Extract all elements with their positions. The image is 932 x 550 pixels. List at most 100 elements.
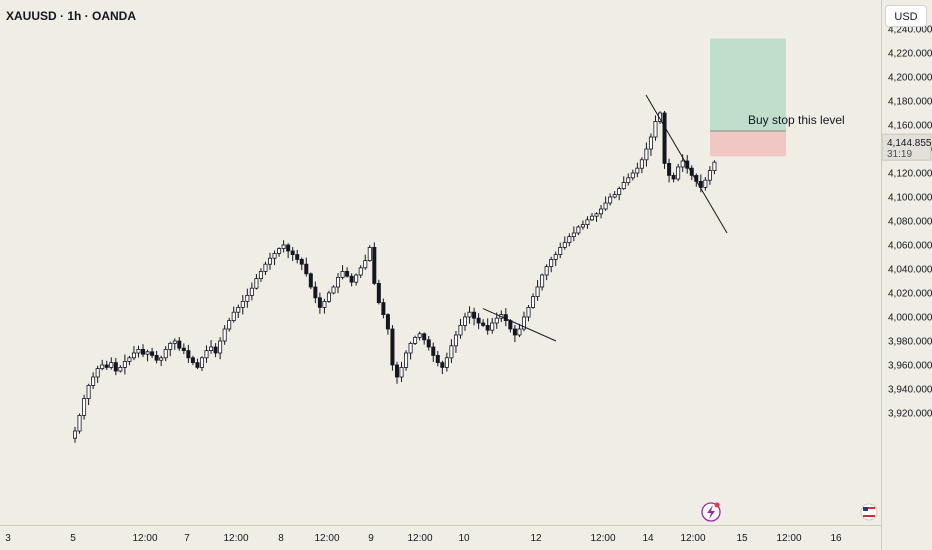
candle — [145, 349, 150, 362]
candle — [345, 267, 350, 278]
candle — [399, 361, 404, 383]
time-tick-label: 5 — [70, 533, 76, 544]
candle — [608, 193, 613, 206]
candle — [376, 279, 381, 305]
candle — [349, 273, 354, 287]
price-axis-divider — [881, 0, 882, 550]
candle — [73, 426, 78, 443]
stop-loss-zone[interactable] — [710, 131, 786, 157]
symbol-title[interactable]: XAUUSD · 1h · OANDA — [6, 9, 137, 23]
candle — [558, 242, 563, 259]
currency-button[interactable]: USD — [885, 5, 927, 27]
candle — [249, 282, 254, 301]
candle — [326, 290, 331, 303]
candle — [113, 358, 118, 376]
candle-series — [73, 110, 717, 443]
candle — [340, 265, 345, 280]
candle — [589, 213, 594, 222]
time-tick-label: 12:00 — [776, 533, 801, 544]
trendline-major[interactable] — [645, 94, 728, 234]
candle — [703, 176, 708, 191]
candle — [209, 340, 214, 354]
candle — [109, 357, 114, 370]
candle — [199, 356, 204, 372]
candle — [481, 319, 486, 328]
candle — [444, 352, 449, 372]
candle — [272, 250, 277, 266]
candle — [503, 308, 508, 327]
candle — [82, 394, 87, 420]
candle — [154, 350, 159, 364]
candle — [372, 242, 377, 286]
candle — [322, 298, 327, 314]
time-tick-label: 12:00 — [314, 533, 339, 544]
candle — [603, 196, 608, 211]
candle — [118, 365, 123, 373]
candle — [422, 332, 427, 345]
price-tick-label: 4,020.000 — [888, 289, 932, 300]
candle — [707, 166, 712, 185]
candle — [449, 339, 454, 364]
candle — [435, 351, 440, 367]
candle — [463, 312, 468, 331]
price-tick-label: 4,040.000 — [888, 265, 932, 276]
candle — [472, 307, 477, 326]
candle — [150, 347, 155, 358]
flash-icon[interactable] — [701, 502, 721, 522]
candle — [299, 257, 304, 271]
candle — [390, 325, 395, 371]
price-tick-label: 4,080.000 — [888, 217, 932, 228]
price-tick-label: 3,960.000 — [888, 361, 932, 372]
candle — [245, 288, 250, 308]
time-axis-divider — [0, 525, 881, 526]
candle — [186, 344, 191, 363]
candle — [159, 355, 164, 367]
candle — [440, 360, 445, 374]
time-tick-label: 12:00 — [590, 533, 615, 544]
time-tick-label: 10 — [458, 533, 470, 544]
candle — [317, 292, 322, 314]
candle — [358, 265, 363, 278]
price-tick-label: 3,920.000 — [888, 409, 932, 420]
candle — [408, 341, 413, 360]
candle — [218, 337, 223, 360]
candle — [630, 169, 635, 181]
candle — [531, 293, 536, 309]
candle — [535, 280, 540, 301]
annotation-text[interactable]: Buy stop this level — [748, 113, 845, 127]
take-profit-zone[interactable] — [710, 38, 786, 131]
candle — [136, 345, 141, 358]
price-tick-label: 4,060.000 — [888, 241, 932, 252]
price-tick-label: 3,980.000 — [888, 337, 932, 348]
candle — [585, 216, 590, 229]
candle — [367, 245, 372, 262]
price-tick-label: 4,100.000 — [888, 193, 932, 204]
candle — [639, 157, 644, 174]
candle — [190, 355, 195, 366]
candle — [521, 311, 526, 332]
candle — [258, 268, 263, 282]
time-axis[interactable]: 3 5 12:00 7 12:00 8 12:00 9 12:00 10 12 12:00 14 12:0… — [5, 533, 842, 544]
candle — [181, 343, 186, 355]
trendline-minor[interactable] — [482, 308, 557, 342]
candle — [621, 176, 626, 190]
flag-icon[interactable] — [860, 503, 878, 521]
candle — [385, 313, 390, 335]
candle — [594, 212, 599, 222]
candle — [231, 306, 236, 323]
candle — [177, 336, 182, 351]
price-axis[interactable]: 4,240.000 4,220.000 4,200.000 4,180.000 4,16… — [888, 25, 932, 420]
time-tick-label: 12:00 — [132, 533, 157, 544]
time-tick-label: 15 — [736, 533, 748, 544]
candle — [517, 323, 522, 338]
candle — [662, 110, 667, 169]
candle — [213, 343, 218, 358]
time-tick-label: 12:00 — [680, 533, 705, 544]
candle — [290, 247, 295, 262]
candle — [617, 186, 622, 201]
candle — [653, 115, 658, 141]
candle — [104, 360, 109, 371]
candle — [626, 173, 631, 186]
long-position-tool[interactable] — [710, 38, 786, 157]
